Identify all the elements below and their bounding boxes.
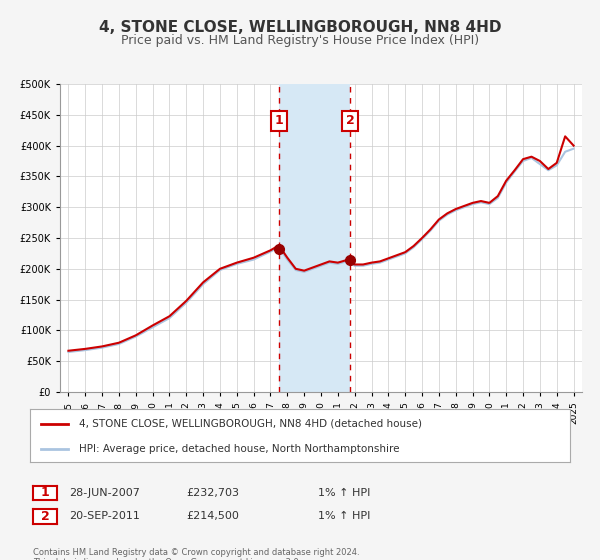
Text: 1: 1 [274, 114, 283, 128]
Text: 2: 2 [346, 114, 355, 128]
Text: 1% ↑ HPI: 1% ↑ HPI [318, 488, 370, 498]
Text: 4, STONE CLOSE, WELLINGBOROUGH, NN8 4HD (detached house): 4, STONE CLOSE, WELLINGBOROUGH, NN8 4HD … [79, 419, 422, 429]
Text: Contains HM Land Registry data © Crown copyright and database right 2024.
This d: Contains HM Land Registry data © Crown c… [33, 548, 359, 560]
Text: 28-JUN-2007: 28-JUN-2007 [69, 488, 140, 498]
Text: £214,500: £214,500 [186, 511, 239, 521]
Text: 1% ↑ HPI: 1% ↑ HPI [318, 511, 370, 521]
Text: Price paid vs. HM Land Registry's House Price Index (HPI): Price paid vs. HM Land Registry's House … [121, 34, 479, 46]
Text: £232,703: £232,703 [186, 488, 239, 498]
Text: HPI: Average price, detached house, North Northamptonshire: HPI: Average price, detached house, Nort… [79, 444, 399, 454]
Text: 20-SEP-2011: 20-SEP-2011 [69, 511, 140, 521]
Text: 1: 1 [41, 486, 49, 500]
Bar [279, 84, 350, 392]
Text: 2: 2 [41, 510, 49, 523]
Text: 4, STONE CLOSE, WELLINGBOROUGH, NN8 4HD: 4, STONE CLOSE, WELLINGBOROUGH, NN8 4HD [99, 20, 501, 35]
